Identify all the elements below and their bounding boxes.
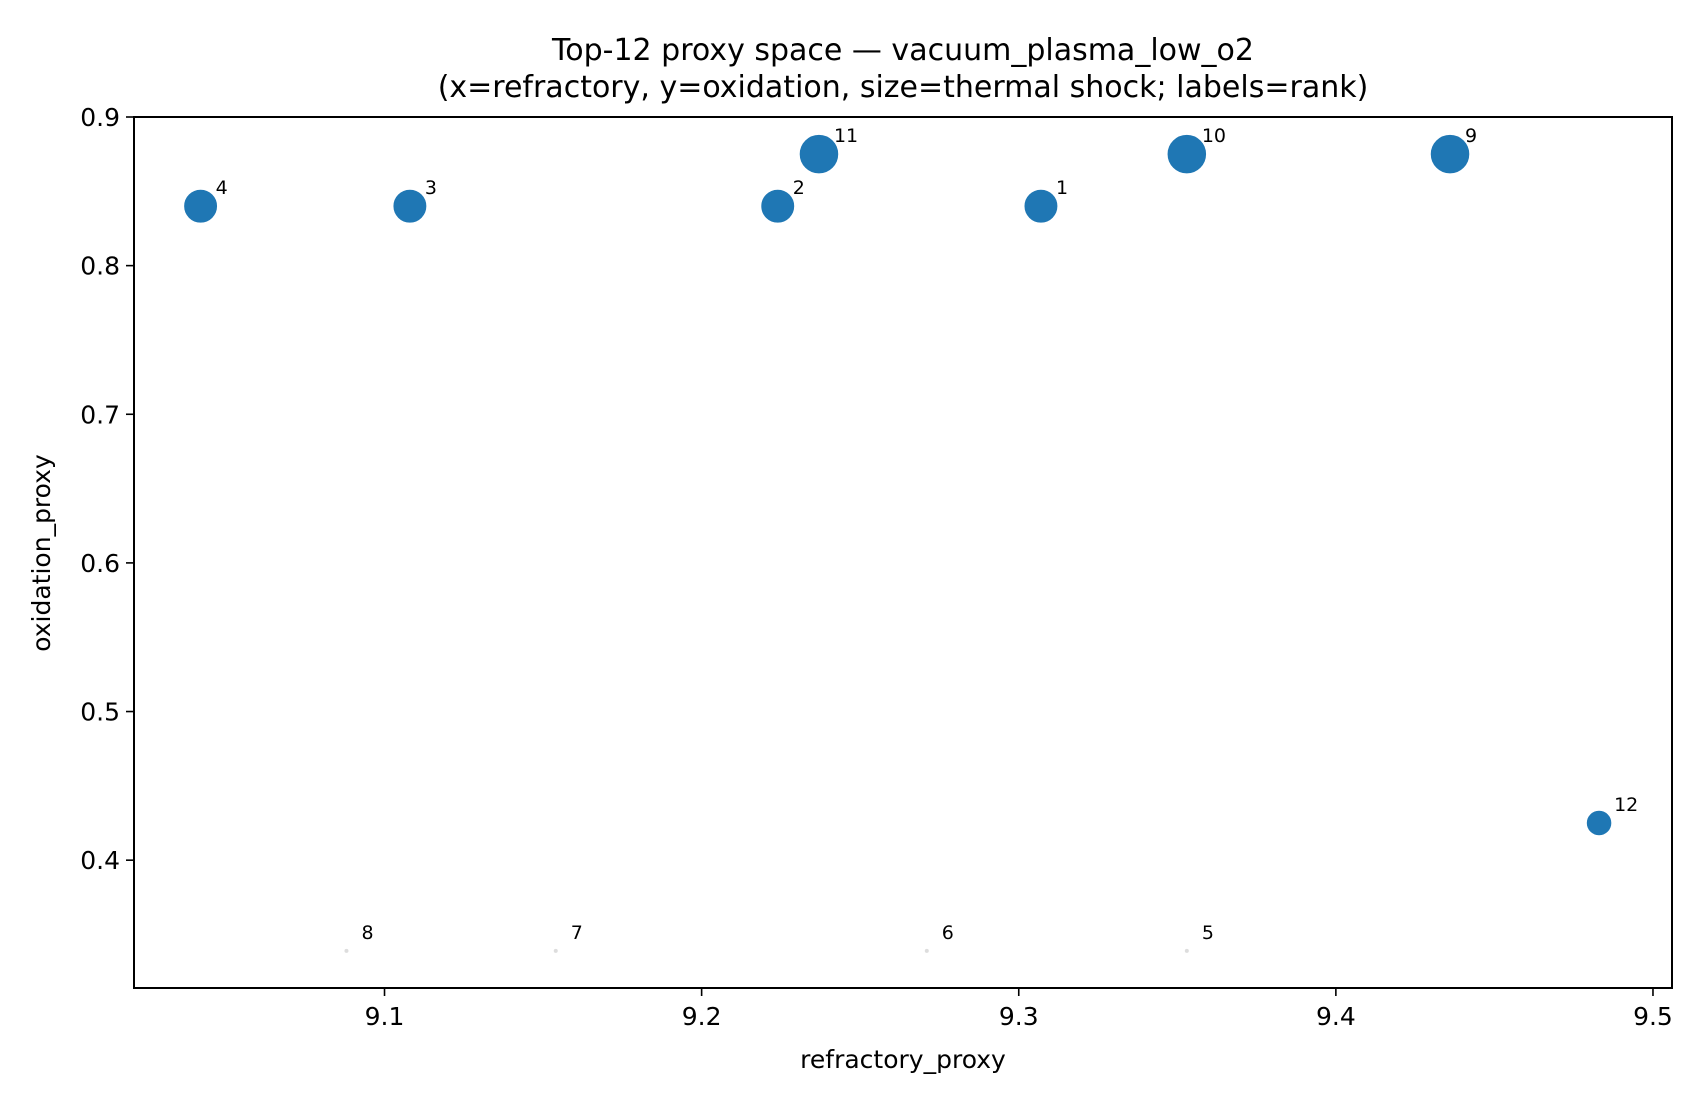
data-point-rank-1 (1022, 188, 1059, 225)
data-point-rank-10 (1166, 133, 1208, 175)
data-point-rank-8 (344, 948, 349, 953)
point-label-rank-8: 8 (361, 922, 373, 944)
chart-title: Top-12 proxy space — vacuum_plasma_low_o… (551, 33, 1254, 68)
x-tick-label: 9.1 (365, 1002, 405, 1031)
data-point-rank-7 (553, 948, 558, 953)
point-label-rank-11: 11 (834, 125, 858, 147)
y-tick-label: 0.4 (80, 846, 120, 875)
x-tick-label: 9.2 (682, 1002, 722, 1031)
y-tick-label: 0.9 (80, 103, 120, 132)
point-label-rank-9: 9 (1465, 125, 1477, 147)
data-point-rank-5 (1184, 948, 1189, 953)
point-label-rank-1: 1 (1056, 177, 1068, 199)
x-tick-label: 9.3 (999, 1002, 1039, 1031)
data-point-rank-6 (924, 948, 929, 953)
point-label-rank-6: 6 (942, 922, 954, 944)
point-label-rank-5: 5 (1202, 922, 1214, 944)
data-point-rank-2 (759, 188, 796, 225)
x-tick-label: 9.4 (1316, 1002, 1356, 1031)
y-tick-label: 0.7 (80, 400, 120, 429)
point-label-rank-3: 3 (425, 177, 437, 199)
x-tick-label: 9.5 (1633, 1002, 1673, 1031)
chart-subtitle: (x=refractory, y=oxidation, size=thermal… (438, 70, 1369, 105)
data-point-rank-12 (1585, 809, 1613, 837)
plot-area-frame (133, 116, 1673, 989)
point-label-rank-12: 12 (1614, 794, 1638, 816)
x-axis: 9.1 9.2 9.3 9.4 9.5 (365, 988, 1673, 1031)
y-axis-label: oxidation_proxy (27, 454, 56, 652)
y-axis: 0.4 0.5 0.6 0.7 0.8 0.9 (80, 103, 134, 875)
point-label-rank-7: 7 (571, 922, 583, 944)
data-point-rank-11 (798, 133, 840, 175)
point-label-rank-10: 10 (1202, 125, 1226, 147)
data-point-rank-9 (1429, 133, 1471, 175)
data-points (182, 133, 1613, 953)
data-point-rank-3 (391, 188, 428, 225)
point-label-rank-4: 4 (216, 177, 228, 199)
y-tick-label: 0.6 (80, 549, 120, 578)
data-point-rank-4 (182, 188, 219, 225)
y-tick-label: 0.5 (80, 698, 120, 727)
y-tick-label: 0.8 (80, 252, 120, 281)
point-label-rank-2: 2 (793, 177, 805, 199)
x-axis-label: refractory_proxy (800, 1045, 1006, 1074)
